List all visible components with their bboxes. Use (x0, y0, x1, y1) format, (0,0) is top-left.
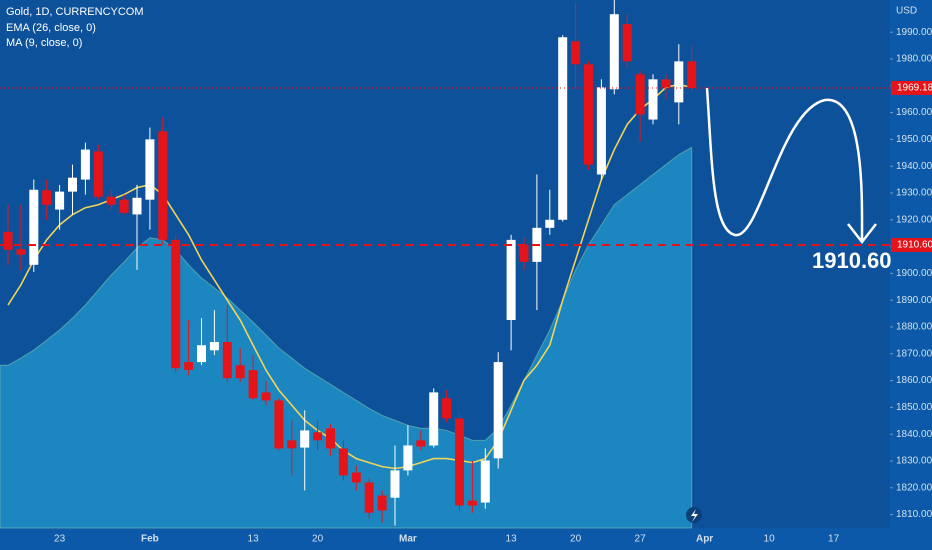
ema-area (0, 146, 693, 529)
candle-body (248, 370, 258, 399)
x-tick-label: 27 (635, 534, 647, 545)
forecast-arrow (705, 87, 864, 241)
x-tick-label: 10 (764, 534, 776, 545)
y-tick-label: 1820.00 (896, 482, 932, 493)
y-tick-label: 1900.00 (896, 268, 932, 279)
x-tick-label: Mar (399, 534, 417, 545)
y-tick-label: 1990.00 (896, 27, 932, 38)
y-tick-label: 1880.00 (896, 322, 932, 333)
price-tag-label: 1910.60 (897, 240, 932, 251)
candle-body (416, 440, 426, 447)
candle-body (687, 61, 697, 88)
y-tick-label: 1830.00 (896, 456, 932, 467)
candle-body (661, 79, 671, 88)
candle-body (584, 64, 593, 165)
candle-body (261, 392, 271, 401)
candle-body (119, 199, 129, 213)
mark-layer (3, 0, 697, 526)
y-tick-label: 1810.00 (896, 509, 932, 520)
candle-body (222, 341, 232, 379)
price-tag (891, 80, 932, 95)
candle-body (326, 428, 335, 449)
time-axis (0, 528, 890, 550)
y-tick-label: 1980.00 (896, 54, 932, 65)
y-tick-label: 1920.00 (896, 214, 932, 225)
arrow-head (847, 223, 877, 245)
candle-body (493, 362, 503, 459)
ma-line (7, 83, 692, 470)
candle-body (235, 365, 245, 379)
x-tick-label: 20 (570, 534, 582, 545)
y-tick-label: 1890.00 (896, 295, 932, 306)
candle-body (467, 500, 477, 506)
candle-body (558, 37, 568, 220)
x-tick-label: 13 (506, 534, 518, 545)
candle-body (145, 139, 155, 200)
candle-body (403, 445, 413, 471)
candle-body (93, 151, 103, 197)
candle-body (171, 239, 181, 369)
candle-body (184, 362, 194, 370)
area-layer (0, 146, 693, 529)
x-tick-label: 20 (312, 534, 324, 545)
candle-body (635, 74, 645, 115)
candle-body (106, 196, 116, 205)
candle-body (442, 398, 452, 419)
candle-body (596, 87, 606, 175)
candle-body (209, 341, 219, 351)
candle-body (42, 190, 52, 205)
y-tick-label: 1870.00 (896, 348, 932, 359)
x-tick-label: 17 (828, 534, 840, 545)
candle-body (364, 482, 374, 513)
axis-unit: USD (896, 6, 917, 17)
y-tick-label: 1860.00 (896, 375, 932, 386)
candle-body (132, 197, 142, 215)
price-tag (891, 237, 932, 252)
legend-entry: EMA (26, close, 0) (6, 22, 96, 34)
candle-body (648, 79, 658, 120)
candle-body (429, 392, 439, 446)
candle-body (351, 472, 361, 483)
y-tick-label: 1950.00 (896, 134, 932, 145)
candle-body (80, 149, 90, 180)
legend-title: Gold, 1D, CURRENCYCOM (6, 6, 144, 18)
candle-body (68, 177, 77, 192)
candle-body (480, 460, 490, 503)
candle-body (519, 244, 529, 262)
candle-body (455, 418, 464, 506)
candle-body (313, 432, 323, 441)
y-tick-label: 1850.00 (896, 402, 932, 413)
x-tick-label: 13 (248, 534, 260, 545)
candle-body (55, 191, 65, 210)
legend-entry: MA (9, close, 0) (6, 37, 82, 49)
candle-body (300, 430, 310, 448)
candle-body (571, 41, 581, 65)
candle-body (506, 239, 516, 321)
x-tick-label: 23 (54, 534, 66, 545)
candle-body (390, 470, 400, 498)
candle-body (377, 495, 387, 511)
candle-body (274, 400, 284, 449)
candle-body (338, 448, 348, 476)
x-tick-label: Feb (141, 534, 159, 545)
price-tag-label: 1969.18 (897, 83, 932, 94)
y-tick-label: 1840.00 (896, 429, 932, 440)
y-tick-label: 1930.00 (896, 188, 932, 199)
event-icon-glyph (691, 509, 698, 522)
candle-body (609, 14, 619, 90)
x-tick-label: Apr (696, 534, 713, 545)
y-tick-label: 1960.00 (896, 107, 932, 118)
candle-body (545, 219, 555, 228)
candle-body (197, 345, 206, 363)
candle-body (29, 189, 39, 265)
candle-body (158, 131, 168, 240)
candle-body (674, 61, 684, 103)
annotation: 1910.60 (812, 248, 892, 273)
y-tick-label: 1940.00 (896, 161, 932, 172)
candle-body (287, 440, 297, 449)
candle-body (16, 249, 26, 255)
candle-body (622, 24, 632, 62)
candle-body (3, 231, 13, 250)
